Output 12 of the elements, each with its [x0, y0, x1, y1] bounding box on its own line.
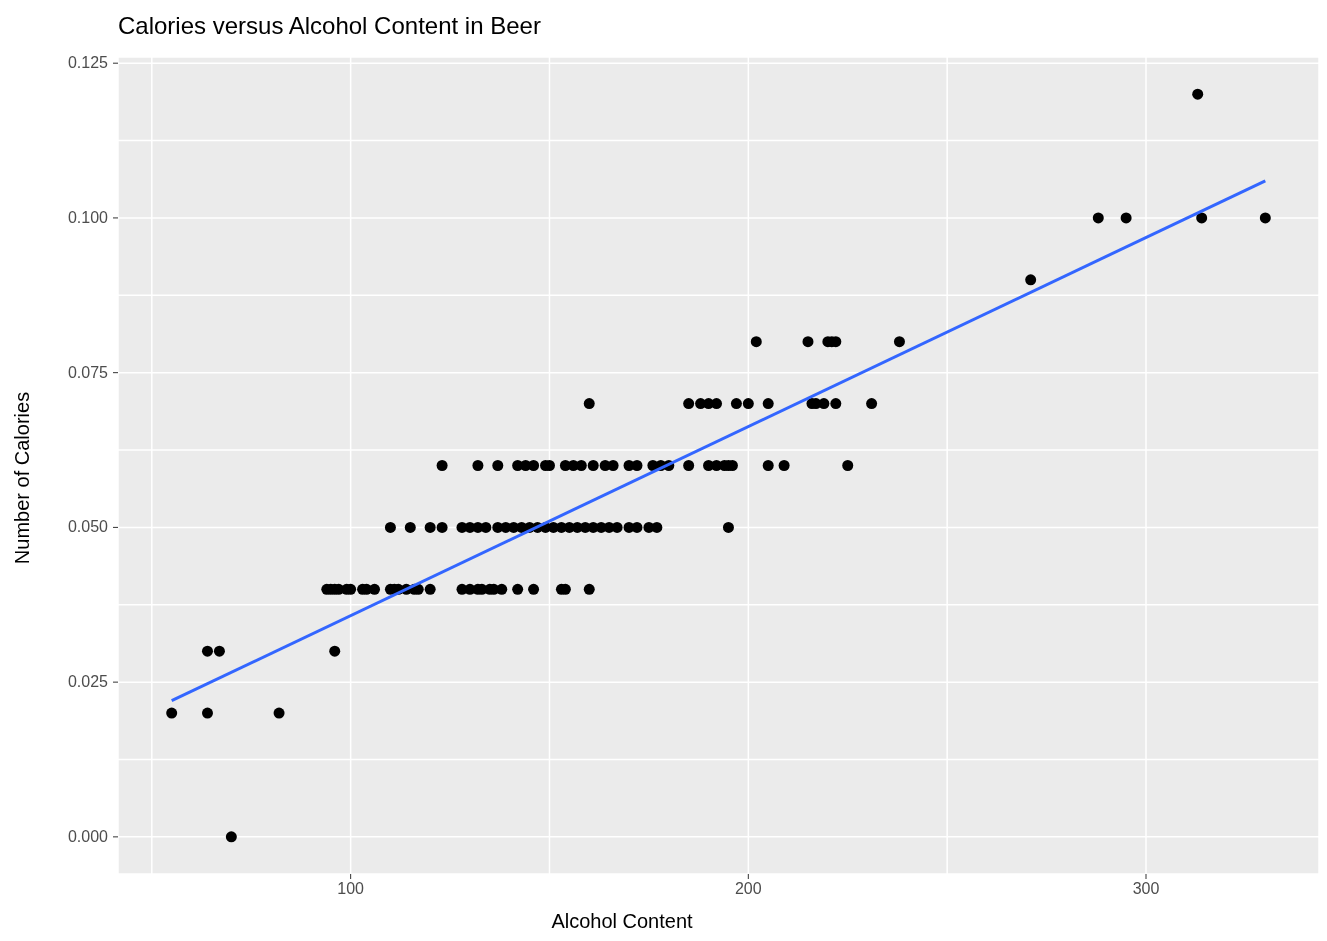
x-axis-title: Alcohol Content: [551, 910, 693, 933]
y-tick-label: 0.100: [67, 208, 109, 226]
y-axis-title: Number of Calories: [10, 391, 34, 565]
chart-title: Calories versus Alcohol Content in Beer: [118, 12, 541, 40]
y-tick-label: 0.000: [67, 827, 109, 845]
x-tick-label: 300: [1132, 880, 1160, 897]
y-tick-label: 0.075: [67, 363, 109, 381]
y-tick-label: 0.025: [67, 673, 109, 691]
x-tick-label: 200: [734, 880, 762, 897]
y-tick-label: 0.050: [67, 518, 109, 536]
x-tick-label: 100: [337, 880, 365, 897]
y-tick-label: 0.125: [67, 54, 109, 72]
